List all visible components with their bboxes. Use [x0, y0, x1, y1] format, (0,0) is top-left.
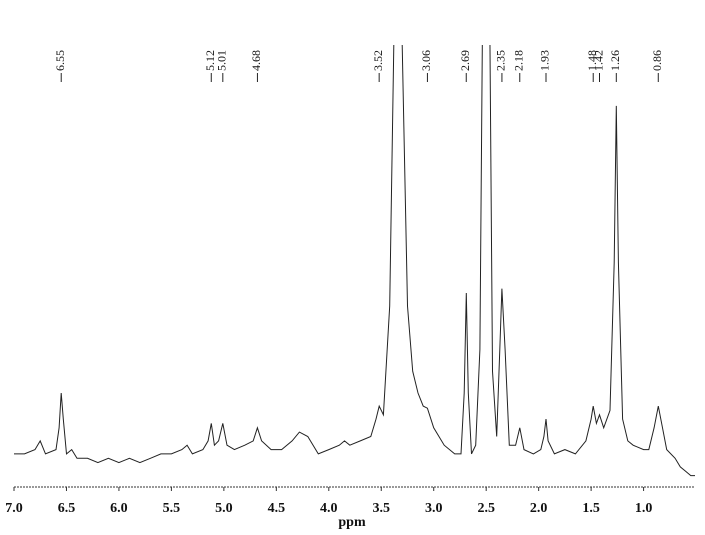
x-tick-label: 7.0: [5, 501, 23, 516]
peak-label: 1.26: [608, 50, 622, 71]
peak-label: 4.68: [249, 50, 263, 71]
x-tick-label: 3.5: [373, 501, 391, 516]
peak-label: 2.69: [458, 50, 472, 71]
x-tick-label: 2.0: [530, 501, 548, 516]
peak-label: 3.52: [371, 50, 385, 71]
x-tick-label: 4.0: [320, 501, 338, 516]
x-tick-label: 5.0: [215, 501, 233, 516]
peak-label: 5.12: [203, 50, 217, 71]
peak-label: 6.55: [53, 50, 67, 71]
x-tick-label: 2.5: [477, 501, 495, 516]
x-tick-label: 1.5: [582, 501, 600, 516]
peak-label: 2.35: [494, 50, 508, 71]
x-tick-label: 3.0: [425, 501, 443, 516]
peak-label: 1.48: [585, 50, 599, 71]
x-tick-label: 4.5: [268, 501, 286, 516]
x-tick-label: 5.5: [163, 501, 181, 516]
x-tick-label: 1.0: [635, 501, 653, 516]
peak-label: 3.06: [419, 50, 433, 71]
peak-label: 1.93: [538, 50, 552, 71]
spectrum-line: [14, 45, 695, 477]
x-tick-label: 6.5: [58, 501, 76, 516]
x-tick-label: 6.0: [110, 501, 128, 516]
x-axis-label: ppm: [338, 515, 366, 530]
peak-label: 5.01: [215, 50, 229, 71]
peak-label: 2.18: [512, 50, 526, 71]
peak-label: 1.42: [591, 50, 605, 71]
peak-label: 0.86: [650, 50, 664, 71]
